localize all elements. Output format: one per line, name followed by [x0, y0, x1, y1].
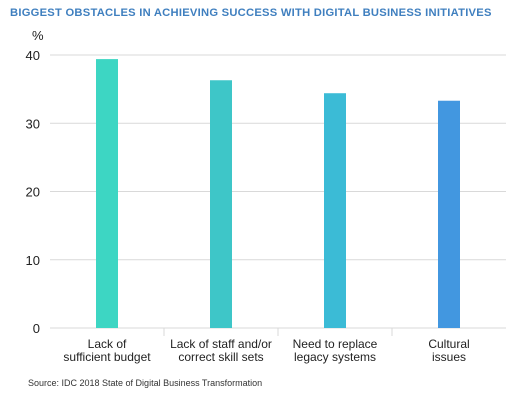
- y-tick-label: 20: [26, 185, 40, 200]
- y-tick-label: 30: [26, 116, 40, 131]
- x-category-label: sufficient budget: [63, 350, 151, 364]
- y-axis-unit-label: %: [32, 28, 44, 43]
- x-category-label: Need to replace: [293, 337, 378, 351]
- x-category-label: Cultural: [428, 337, 469, 351]
- y-axis-ticks: 0 10 20 30 40: [26, 48, 40, 336]
- bar: [324, 93, 346, 328]
- y-tick-label: 40: [26, 48, 40, 63]
- source-note: Source: IDC 2018 State of Digital Busine…: [28, 378, 263, 388]
- x-category-label: Lack of staff and/or: [170, 337, 272, 351]
- x-category-label: issues: [432, 350, 466, 364]
- y-tick-label: 10: [26, 253, 40, 268]
- y-tick-label: 0: [33, 321, 40, 336]
- gridlines: [50, 54, 506, 336]
- bar: [438, 100, 460, 328]
- bar: [96, 59, 118, 328]
- bars: [96, 59, 460, 328]
- chart-title: BIGGEST OBSTACLES IN ACHIEVING SUCCESS W…: [10, 7, 492, 19]
- x-category-label: legacy systems: [294, 350, 376, 364]
- bar: [210, 80, 232, 328]
- x-category-label: correct skill sets: [178, 350, 263, 364]
- x-category-label: Lack of: [88, 337, 127, 351]
